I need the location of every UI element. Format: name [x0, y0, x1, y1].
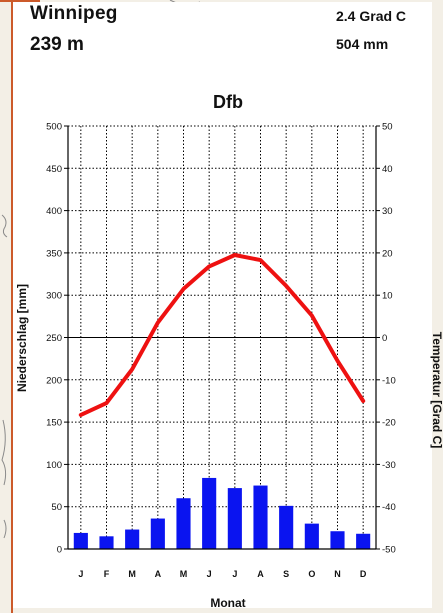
x-tick-label: F: [104, 569, 110, 579]
precipitation-bar: [227, 488, 242, 549]
x-tick-label: J: [207, 569, 212, 579]
precipitation-bar: [304, 523, 319, 549]
station-elevation: 239 m: [30, 34, 84, 55]
y-tick-label-left: 0: [57, 545, 62, 556]
x-tick-label: A: [155, 569, 162, 579]
y-tick-label-left: 450: [46, 164, 62, 175]
chart-title: Dfb: [213, 92, 243, 112]
y-tick-label-right: 20: [382, 248, 393, 259]
y-tick-label-left: 300: [46, 291, 62, 302]
x-tick-label: S: [283, 569, 289, 579]
card-border-accent-top: [0, 0, 40, 2]
y-axis-label-left: Niederschlag [mm]: [15, 283, 29, 393]
x-tick-label: M: [128, 569, 136, 579]
x-axis-label: Monat: [210, 596, 246, 610]
precipitation-bar: [330, 531, 345, 549]
y-tick-label-right: -40: [382, 502, 396, 513]
y-tick-label-right: -10: [382, 375, 396, 386]
y-tick-label-right: 30: [382, 206, 393, 217]
x-tick-label: M: [180, 569, 188, 579]
precipitation-bar: [125, 529, 140, 549]
x-tick-label: D: [360, 569, 367, 579]
precipitation-bar: [279, 505, 294, 549]
y-tick-label-left: 400: [46, 206, 62, 217]
y-tick-label-right: 10: [382, 291, 393, 302]
y-tick-label-left: 150: [46, 418, 62, 429]
precipitation-bar: [176, 498, 191, 549]
x-tick-label: A: [257, 569, 264, 579]
y-tick-label-left: 100: [46, 460, 62, 471]
x-tick-label: J: [78, 569, 83, 579]
mean-temperature: 2.4 Grad C: [336, 8, 407, 24]
y-tick-label-right: 40: [382, 164, 393, 175]
precipitation-bar: [73, 532, 88, 549]
temperature-line: [78, 253, 366, 417]
y-tick-label-right: -50: [382, 545, 396, 556]
precipitation-bar: [150, 518, 165, 549]
y-tick-label-right: 0: [382, 333, 387, 344]
precipitation-bar: [253, 485, 268, 549]
y-tick-label-right: 50: [382, 122, 393, 133]
card-border-accent: [11, 0, 13, 613]
y-tick-label-left: 350: [46, 248, 62, 259]
y-tick-label-left: 250: [46, 333, 62, 344]
x-tick-label: J: [232, 569, 237, 579]
annual-precipitation: 504 mm: [336, 36, 389, 52]
y-tick-label-left: 50: [51, 502, 62, 513]
precipitation-bar: [202, 477, 217, 549]
y-tick-label-left: 500: [46, 122, 62, 133]
x-tick-label: N: [334, 569, 341, 579]
precipitation-bar: [356, 533, 371, 549]
y-tick-label-left: 200: [46, 375, 62, 386]
y-tick-label-right: -30: [382, 460, 396, 471]
y-tick-label-right: -20: [382, 418, 396, 429]
precipitation-bar: [99, 536, 114, 549]
y-axis-label-right: Temperatur [Grad C]: [430, 331, 443, 449]
station-name: Winnipeg: [30, 3, 118, 24]
x-tick-label: O: [308, 569, 315, 579]
